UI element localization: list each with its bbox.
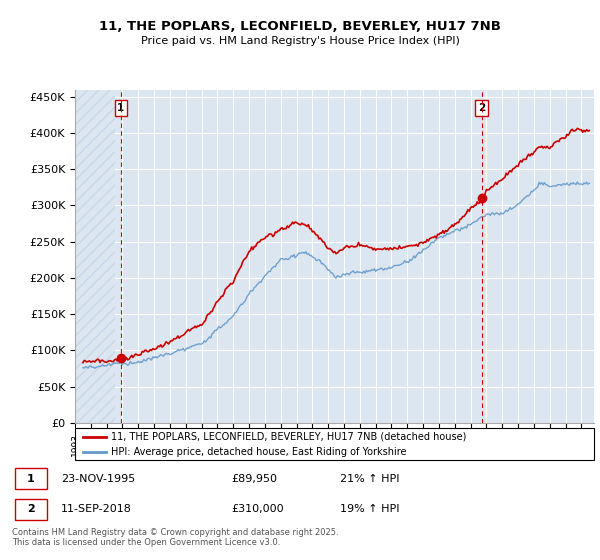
Text: 11, THE POPLARS, LECONFIELD, BEVERLEY, HU17 7NB (detached house): 11, THE POPLARS, LECONFIELD, BEVERLEY, H… xyxy=(112,432,467,442)
Text: HPI: Average price, detached house, East Riding of Yorkshire: HPI: Average price, detached house, East… xyxy=(112,447,407,457)
Text: 2: 2 xyxy=(478,103,485,113)
Text: 11-SEP-2018: 11-SEP-2018 xyxy=(61,505,132,515)
FancyBboxPatch shape xyxy=(75,428,594,460)
Text: £310,000: £310,000 xyxy=(231,505,284,515)
FancyBboxPatch shape xyxy=(15,499,47,520)
Text: 21% ↑ HPI: 21% ↑ HPI xyxy=(340,474,400,484)
Text: 19% ↑ HPI: 19% ↑ HPI xyxy=(340,505,400,515)
Text: 2: 2 xyxy=(27,505,35,515)
Text: £89,950: £89,950 xyxy=(231,474,277,484)
Text: Contains HM Land Registry data © Crown copyright and database right 2025.
This d: Contains HM Land Registry data © Crown c… xyxy=(12,528,338,547)
FancyBboxPatch shape xyxy=(15,468,47,489)
Text: 1: 1 xyxy=(27,474,35,484)
Text: Price paid vs. HM Land Registry's House Price Index (HPI): Price paid vs. HM Land Registry's House … xyxy=(140,36,460,46)
Text: 11, THE POPLARS, LECONFIELD, BEVERLEY, HU17 7NB: 11, THE POPLARS, LECONFIELD, BEVERLEY, H… xyxy=(99,20,501,32)
Text: 23-NOV-1995: 23-NOV-1995 xyxy=(61,474,135,484)
Text: 1: 1 xyxy=(117,103,125,113)
Bar xyxy=(75,90,115,423)
